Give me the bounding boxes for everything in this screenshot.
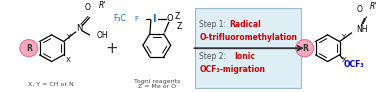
- Text: I: I: [152, 14, 156, 24]
- Text: R: R: [26, 44, 32, 53]
- Text: OCF₃-migration: OCF₃-migration: [200, 65, 265, 74]
- Text: Step 2:: Step 2:: [200, 52, 231, 61]
- Text: Z: Z: [175, 12, 180, 21]
- Text: Togni reagents: Togni reagents: [134, 79, 180, 84]
- Text: Ionic: Ionic: [234, 52, 255, 61]
- Text: O: O: [166, 14, 173, 23]
- Text: Radical: Radical: [229, 20, 261, 29]
- FancyBboxPatch shape: [195, 8, 301, 88]
- Text: Z = Me or O: Z = Me or O: [138, 84, 176, 89]
- Text: Y: Y: [66, 34, 70, 40]
- Text: O: O: [356, 5, 363, 14]
- Text: OCF₃: OCF₃: [344, 60, 364, 69]
- Text: R': R': [98, 1, 106, 10]
- Text: Z: Z: [177, 22, 182, 31]
- Text: X: X: [342, 57, 346, 63]
- Text: X: X: [66, 57, 70, 63]
- Text: R: R: [302, 44, 308, 53]
- Text: Step 1:: Step 1:: [200, 20, 229, 29]
- Text: O-trifluoromethylation: O-trifluoromethylation: [200, 33, 297, 42]
- Text: N: N: [76, 24, 83, 33]
- Text: Y: Y: [342, 34, 346, 40]
- Circle shape: [296, 40, 314, 57]
- Text: OH: OH: [96, 31, 108, 40]
- Circle shape: [20, 40, 38, 57]
- Text: O: O: [85, 3, 90, 12]
- Text: X, Y = CH or N: X, Y = CH or N: [28, 81, 74, 86]
- Text: R': R': [369, 2, 377, 11]
- Text: F: F: [134, 16, 138, 22]
- Text: F₃C: F₃C: [113, 14, 126, 23]
- Text: +: +: [106, 41, 119, 56]
- Text: NH: NH: [356, 25, 368, 34]
